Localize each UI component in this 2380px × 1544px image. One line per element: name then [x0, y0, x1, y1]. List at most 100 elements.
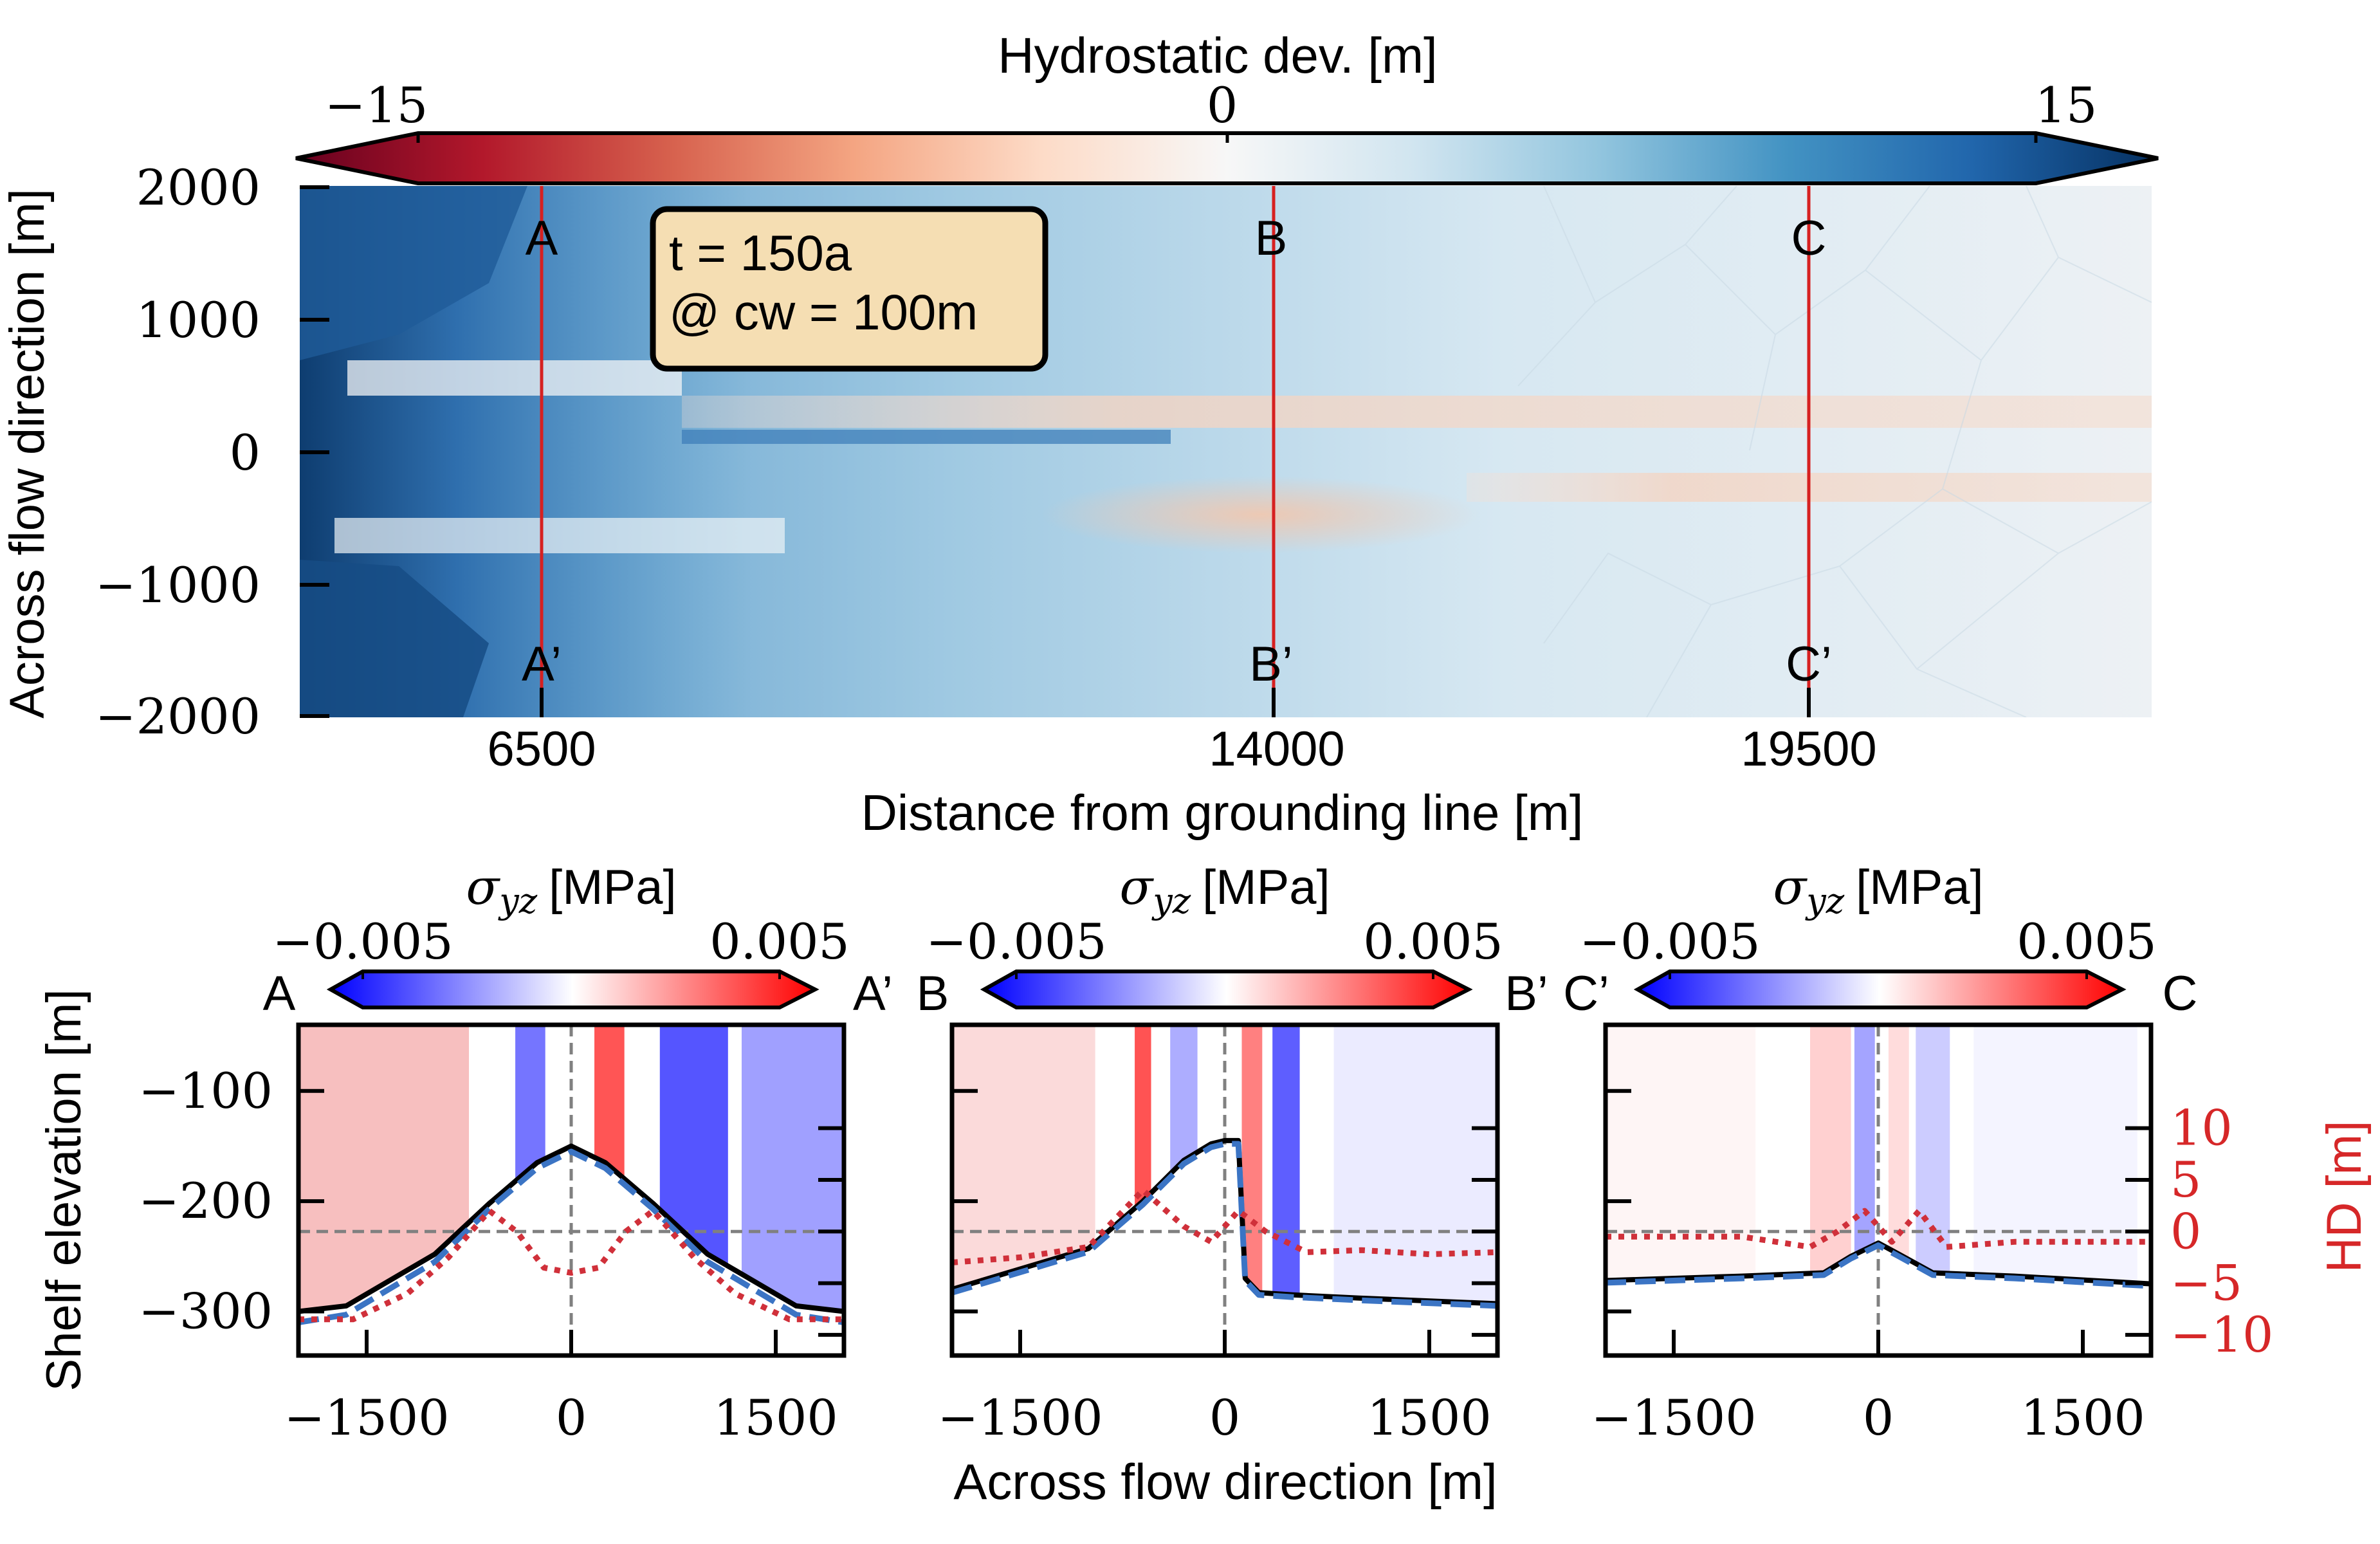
panel-xtick-label: 0: [556, 1389, 587, 1446]
top-xtick-label: 6500: [487, 722, 596, 777]
hd-dotted-line: [1606, 1208, 2151, 1250]
panel-left-section-label: A: [263, 966, 296, 1021]
top-xlabel: Distance from grounding line [m]: [861, 784, 1584, 841]
mesh-lines: [1517, 186, 2152, 717]
section-label-c-bottom: C’: [1786, 637, 1832, 692]
panel-right-section-label: B’: [1505, 966, 1548, 1021]
panel-ytick-label: −300: [138, 1282, 273, 1339]
panel-ticks: [298, 1089, 844, 1356]
panel-xtick-label: 1500: [713, 1389, 838, 1446]
top-y-axis: 2000 1000 0 −1000 −2000 Across flow dire…: [0, 159, 329, 745]
heatmap-upper-band: [347, 360, 682, 396]
top-heatmap: [300, 186, 2152, 717]
hd-colorbar-tick-label: 15: [2035, 77, 2098, 134]
sigma-symbol: σ: [466, 858, 500, 915]
sigma-subscript: yz: [1805, 881, 1845, 921]
heatmap-dark-top-left: [300, 186, 527, 360]
hd-colorbar-tick-label: −15: [325, 77, 428, 134]
sigma-symbol: σ: [1773, 858, 1808, 915]
panel-plot-area: [298, 1025, 844, 1357]
panel-left-section-label: C’: [1563, 966, 1609, 1021]
top-x-axis: 6500 14000 19500 Distance from grounding…: [487, 722, 1876, 841]
shelf-base-line: [298, 1143, 844, 1314]
section-label-c-top: C: [1791, 211, 1827, 266]
top-xtick-label: 14000: [1209, 722, 1344, 777]
shelf-base-dashed-line: [1606, 1242, 2151, 1289]
section-panel: −1500 0 1500 −0.005 0.005 σyz [MPa] B B’: [917, 858, 1548, 1446]
info-box-cw: @ cw = 100m: [669, 284, 978, 340]
hd-tick-label: 5: [2170, 1151, 2201, 1208]
top-ytick-label: 2000: [136, 159, 261, 216]
hd-tick-label: −10: [2170, 1306, 2273, 1363]
hd-colorbar-title: Hydrostatic dev. [m]: [998, 27, 1437, 84]
hd-colorbar: −15 0 15 Hydrostatic dev. [m]: [295, 27, 2159, 185]
sigma-subscript: yz: [1151, 881, 1191, 921]
info-box-frame: [650, 206, 1048, 372]
panel-xtick-label: 1500: [1367, 1389, 1491, 1446]
panel-xtick-label: 1500: [2020, 1389, 2145, 1446]
sigma-colorbar: [1633, 970, 2127, 1009]
heatmap-lower-band: [334, 518, 785, 553]
sigma-colorbar-tick-label: 0.005: [1363, 913, 1503, 970]
panel-ticks: [952, 1089, 1497, 1356]
hd-tick-label: −5: [2170, 1254, 2242, 1312]
sigma-unit: [MPa]: [549, 860, 677, 915]
bottom-ylabel: Shelf elevation [m]: [37, 989, 91, 1391]
top-ytick-label: −1000: [95, 556, 261, 614]
panel-xtick-label: −1500: [284, 1389, 449, 1446]
panel-right-section-label: A’: [853, 966, 893, 1021]
hd-colorbar-tick-label: 0: [1207, 77, 1238, 134]
hd-dotted-line: [298, 1208, 844, 1323]
top-ytick-label: 1000: [136, 291, 261, 349]
sigma-unit: [MPa]: [1202, 860, 1330, 915]
bottom-xlabel: Across flow direction [m]: [953, 1453, 1497, 1510]
sigma-colorbar-tick-label: −0.005: [1579, 913, 1760, 970]
panel-right-section-label: C: [2163, 966, 2198, 1021]
panel-xtick-label: −1500: [1591, 1389, 1756, 1446]
top-ytick-label: −2000: [95, 688, 261, 745]
sigma-colorbar: [326, 970, 819, 1009]
panel-ytick-label: −200: [138, 1172, 273, 1229]
info-box: t = 150a @ cw = 100m: [650, 206, 1048, 372]
hd-axis-label: HD [m]: [2317, 1121, 2372, 1273]
panel-plot-area: [952, 1025, 1497, 1357]
panel-ytick-label: −100: [138, 1062, 273, 1119]
hd-dotted-line: [952, 1187, 1497, 1265]
info-box-time: t = 150a: [669, 225, 852, 281]
section-label-b-bottom: B’: [1249, 637, 1293, 692]
panel-xtick-label: −1500: [937, 1389, 1103, 1446]
sigma-subscript: yz: [498, 881, 538, 921]
sigma-colorbar-tick-label: 0.005: [2017, 913, 2157, 970]
panel-xtick-label: 0: [1209, 1389, 1240, 1446]
top-xtick-label: 19500: [1741, 722, 1876, 777]
sigma-colorbar-tick-label: 0.005: [709, 913, 850, 970]
shelf-base-dashed-line: [952, 1141, 1497, 1309]
section-panel: −1500 0 1500 −0.005 0.005 σyz [MPa] A A’ −100 −200…: [138, 858, 893, 1446]
panel-plot-area: [1606, 1025, 2151, 1357]
sigma-colorbar-title: σyz [MPa]: [1773, 858, 1983, 921]
sigma-symbol: σ: [1119, 858, 1154, 915]
panel-left-section-label: B: [917, 966, 949, 1021]
top-ytick-label: 0: [230, 424, 261, 481]
sigma-colorbar: [980, 970, 1473, 1009]
sigma-colorbar-tick-label: −0.005: [926, 913, 1106, 970]
top-ylabel: Across flow direction [m]: [0, 188, 55, 719]
hd-tick-label: 10: [2170, 1099, 2233, 1157]
section-label-a-bottom: A’: [522, 637, 562, 692]
sigma-unit: [MPa]: [1856, 860, 1984, 915]
panel-xtick-label: 0: [1863, 1389, 1894, 1446]
heatmap-red-band-upper: [682, 396, 2152, 428]
section-label-a-top: A: [526, 211, 558, 266]
hd-tick-label: 0: [2170, 1202, 2201, 1260]
heatmap-dark-streak: [682, 430, 1171, 444]
section-label-b-top: B: [1255, 211, 1288, 266]
heatmap-warm-blob: [1042, 476, 1479, 553]
panel-ticks: [1606, 1089, 2151, 1356]
sigma-colorbar-title: σyz [MPa]: [1119, 858, 1330, 921]
sigma-colorbar-tick-label: −0.005: [272, 913, 453, 970]
section-lines: A B C A’ B’ C’: [522, 186, 1832, 717]
heatmap-dark-bottom-left: [300, 560, 489, 717]
